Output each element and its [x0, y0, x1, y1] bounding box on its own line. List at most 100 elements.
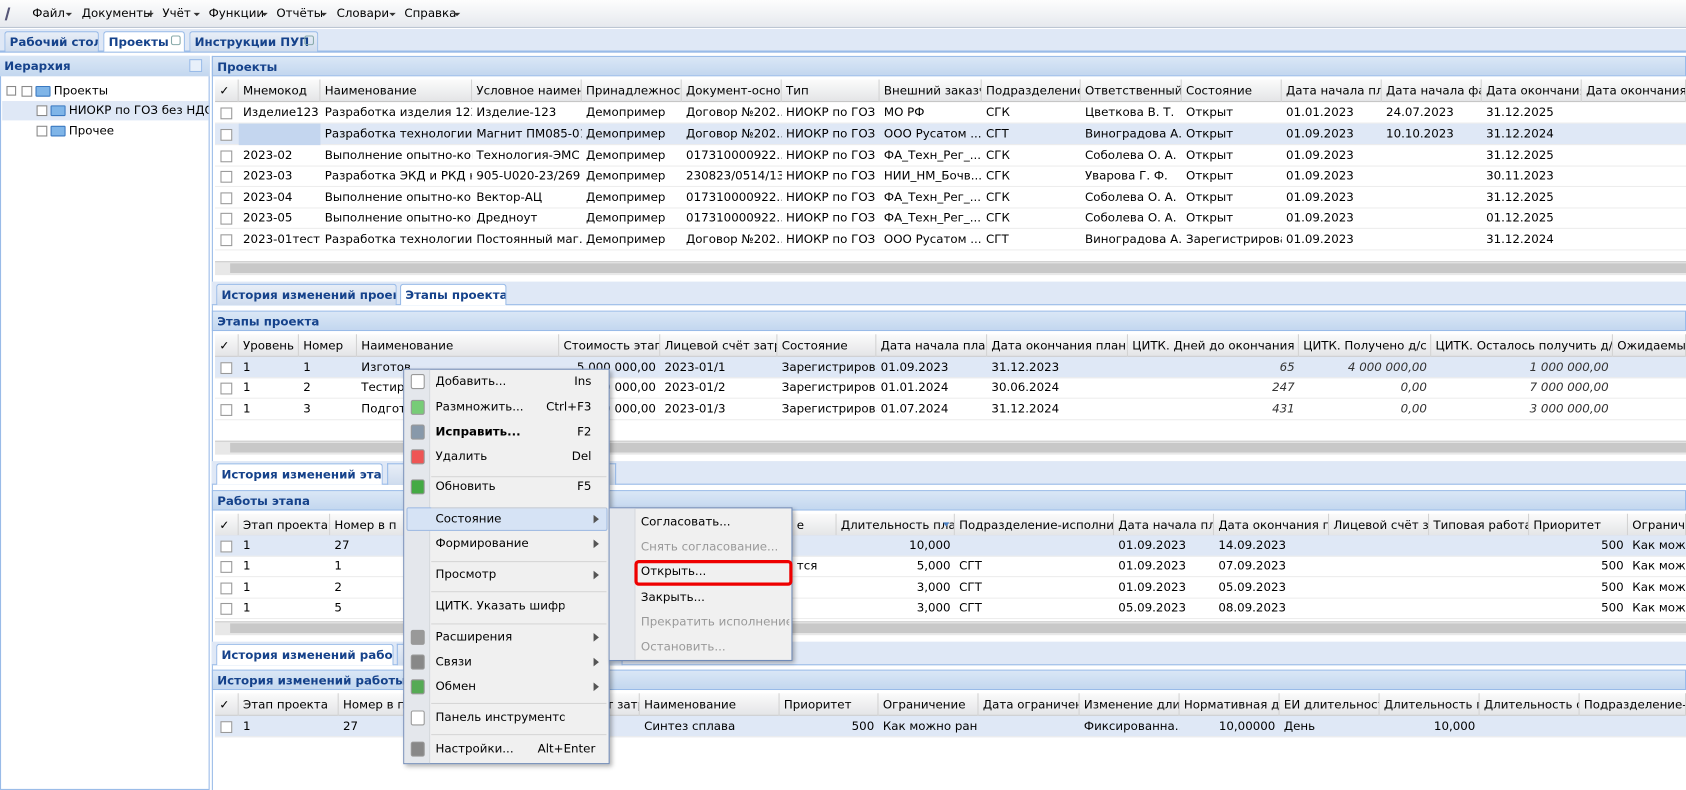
column-header[interactable]: Этап проекта — [239, 693, 339, 716]
menu-item[interactable]: Закрыть... — [640, 590, 705, 605]
column-header[interactable]: Внешний заказчик — [880, 79, 982, 103]
column-header[interactable]: Наименование — [357, 334, 560, 357]
menu-item[interactable]: Размножить... — [435, 399, 524, 414]
tree-node[interactable]: Проекты — [53, 83, 109, 98]
menu-item[interactable]: ЦИТК. Указать шифр затрат... — [435, 598, 565, 613]
column-header[interactable]: Приоритет — [780, 693, 879, 716]
column-header[interactable]: ЦИТК. Осталось получить д/с — [1431, 334, 1613, 357]
column-header[interactable]: Нормативная длит — [1180, 693, 1280, 716]
menu-item[interactable]: Исправить... — [435, 424, 521, 439]
column-header[interactable]: е — [792, 513, 837, 537]
grid-row[interactable] — [215, 377, 1686, 399]
column-header[interactable]: Стоимость этапа — [559, 334, 661, 357]
column-header[interactable]: ✓ — [215, 334, 239, 357]
column-header[interactable]: Наименование — [640, 693, 780, 716]
menu-item[interactable]: Просмотр — [435, 567, 497, 582]
menu-item[interactable]: Файл — [32, 6, 65, 21]
column-header[interactable]: Условное наименова — [472, 79, 582, 103]
tree-node[interactable]: НИОКР по ГОЗ без НДС — [68, 103, 209, 118]
menu-item[interactable]: Связи — [435, 654, 472, 669]
column-header[interactable]: Длительность план — [837, 513, 955, 537]
menu-item[interactable]: Справка — [404, 6, 457, 21]
column-header[interactable]: Изменение длител — [1080, 693, 1180, 716]
column-header[interactable]: Подразделение-ис — [1580, 693, 1686, 716]
column-header[interactable]: Дата окончания план — [1214, 513, 1330, 537]
column-header[interactable]: Ответственный — [1081, 79, 1182, 103]
menu-item[interactable]: Добавить... — [435, 374, 507, 389]
column-header[interactable]: Дата начала план — [876, 334, 988, 357]
menu-item[interactable]: Расширения — [435, 629, 513, 644]
column-header[interactable]: Принадлежность — [582, 79, 682, 103]
column-header[interactable]: Номер в пр — [339, 693, 405, 716]
tab[interactable]: Этапы проекта — [400, 283, 507, 306]
column-header[interactable]: ЦИТК. Получено д/с — [1299, 334, 1432, 357]
column-header[interactable]: ✓ — [215, 79, 239, 103]
tab[interactable]: Рабочий стол — [4, 31, 99, 52]
column-header[interactable]: Наименование — [320, 79, 473, 103]
column-header[interactable]: Дата начала факт — [1382, 79, 1482, 103]
grid-row[interactable] — [215, 598, 1686, 620]
menu-item[interactable]: Согласовать... — [640, 514, 731, 529]
menu-item[interactable]: Отчёты — [276, 6, 324, 21]
column-header[interactable]: Состояние — [777, 334, 877, 357]
menu-item[interactable]: Словари — [336, 6, 390, 21]
column-header[interactable]: ✓ — [215, 693, 239, 716]
column-header[interactable]: Типовая работа — [1429, 513, 1530, 537]
grid-row[interactable] — [215, 207, 1686, 229]
grid-row[interactable] — [215, 145, 1686, 167]
column-header[interactable]: Дата начала план. — [1282, 79, 1382, 103]
grid-row[interactable] — [215, 229, 1686, 251]
column-header[interactable]: Подразделение-исполнитель. — [955, 513, 1115, 537]
column-header[interactable]: Лицевой счёт затрат. — [660, 334, 778, 357]
menu-item[interactable]: Обмен — [435, 679, 477, 694]
column-header[interactable]: Дата окончания пл — [1482, 79, 1582, 103]
tab[interactable]: История изменений проекта — [216, 283, 397, 306]
column-header[interactable]: Мнемокод — [239, 79, 321, 103]
column-header[interactable]: т затр — [602, 693, 640, 716]
menu-item[interactable]: Документы — [81, 6, 153, 21]
column-header[interactable]: Приоритет — [1529, 513, 1629, 537]
grid-row[interactable] — [215, 577, 1686, 599]
column-header[interactable]: Дата начала план. — [1114, 513, 1215, 537]
column-header[interactable]: Лицевой счёт затр — [1329, 513, 1430, 537]
menu-item[interactable]: Панель инструментов — [435, 710, 565, 725]
column-header[interactable]: Длительность пла — [1380, 693, 1480, 716]
column-header[interactable]: Длительность фак — [1480, 693, 1580, 716]
menu-item[interactable]: Настройки... — [435, 741, 514, 756]
grid-row[interactable] — [215, 556, 1686, 578]
column-header[interactable]: Дата ограничения — [979, 693, 1080, 716]
grid-row[interactable] — [215, 102, 1686, 124]
tab[interactable]: История изменений работы — [216, 643, 394, 666]
column-header[interactable]: Номер — [299, 334, 357, 357]
column-header[interactable]: ✓ — [215, 513, 239, 537]
tab[interactable]: Проекты — [103, 31, 185, 52]
column-header[interactable]: Состояние — [1182, 79, 1282, 103]
column-header[interactable]: Подразделение-от — [982, 79, 1081, 103]
column-header[interactable]: ЕИ длительности — [1280, 693, 1380, 716]
grid-row[interactable] — [215, 399, 1686, 421]
menu-item[interactable]: Функции — [208, 6, 265, 21]
column-header[interactable]: ЦИТК. Дней до окончания — [1128, 334, 1299, 357]
column-header[interactable]: Ожидаемые р — [1613, 334, 1686, 357]
tree-node[interactable]: Прочее — [68, 123, 115, 138]
column-header[interactable]: Уровень — [239, 334, 299, 357]
menu-item[interactable]: Учёт — [162, 6, 191, 21]
grid-row[interactable] — [215, 166, 1686, 188]
grid-row[interactable] — [215, 187, 1686, 209]
column-header[interactable]: Дата окончания ф — [1582, 79, 1686, 103]
column-header[interactable]: Ограничен — [1628, 513, 1686, 537]
column-header[interactable]: Номер в п — [330, 513, 405, 537]
tab[interactable]: Инструкции ПУП — [189, 31, 319, 52]
menu-item[interactable]: Открыть... — [640, 564, 707, 579]
grid-row[interactable] — [215, 123, 1686, 146]
menu-item[interactable]: Формирование — [435, 536, 529, 551]
tab[interactable]: История изменений этапа — [216, 463, 383, 485]
menu-item[interactable]: Состояние — [435, 511, 502, 526]
menu-item[interactable]: Обновить — [435, 479, 496, 494]
column-header[interactable]: Дата окончания план — [987, 334, 1128, 357]
column-header[interactable]: Тип — [782, 79, 880, 103]
menu-item[interactable]: Удалить — [435, 449, 488, 464]
column-header[interactable]: Этап проекта — [239, 513, 331, 537]
column-header[interactable]: Документ-основан — [682, 79, 782, 103]
column-header[interactable]: Ограничение — [879, 693, 979, 716]
